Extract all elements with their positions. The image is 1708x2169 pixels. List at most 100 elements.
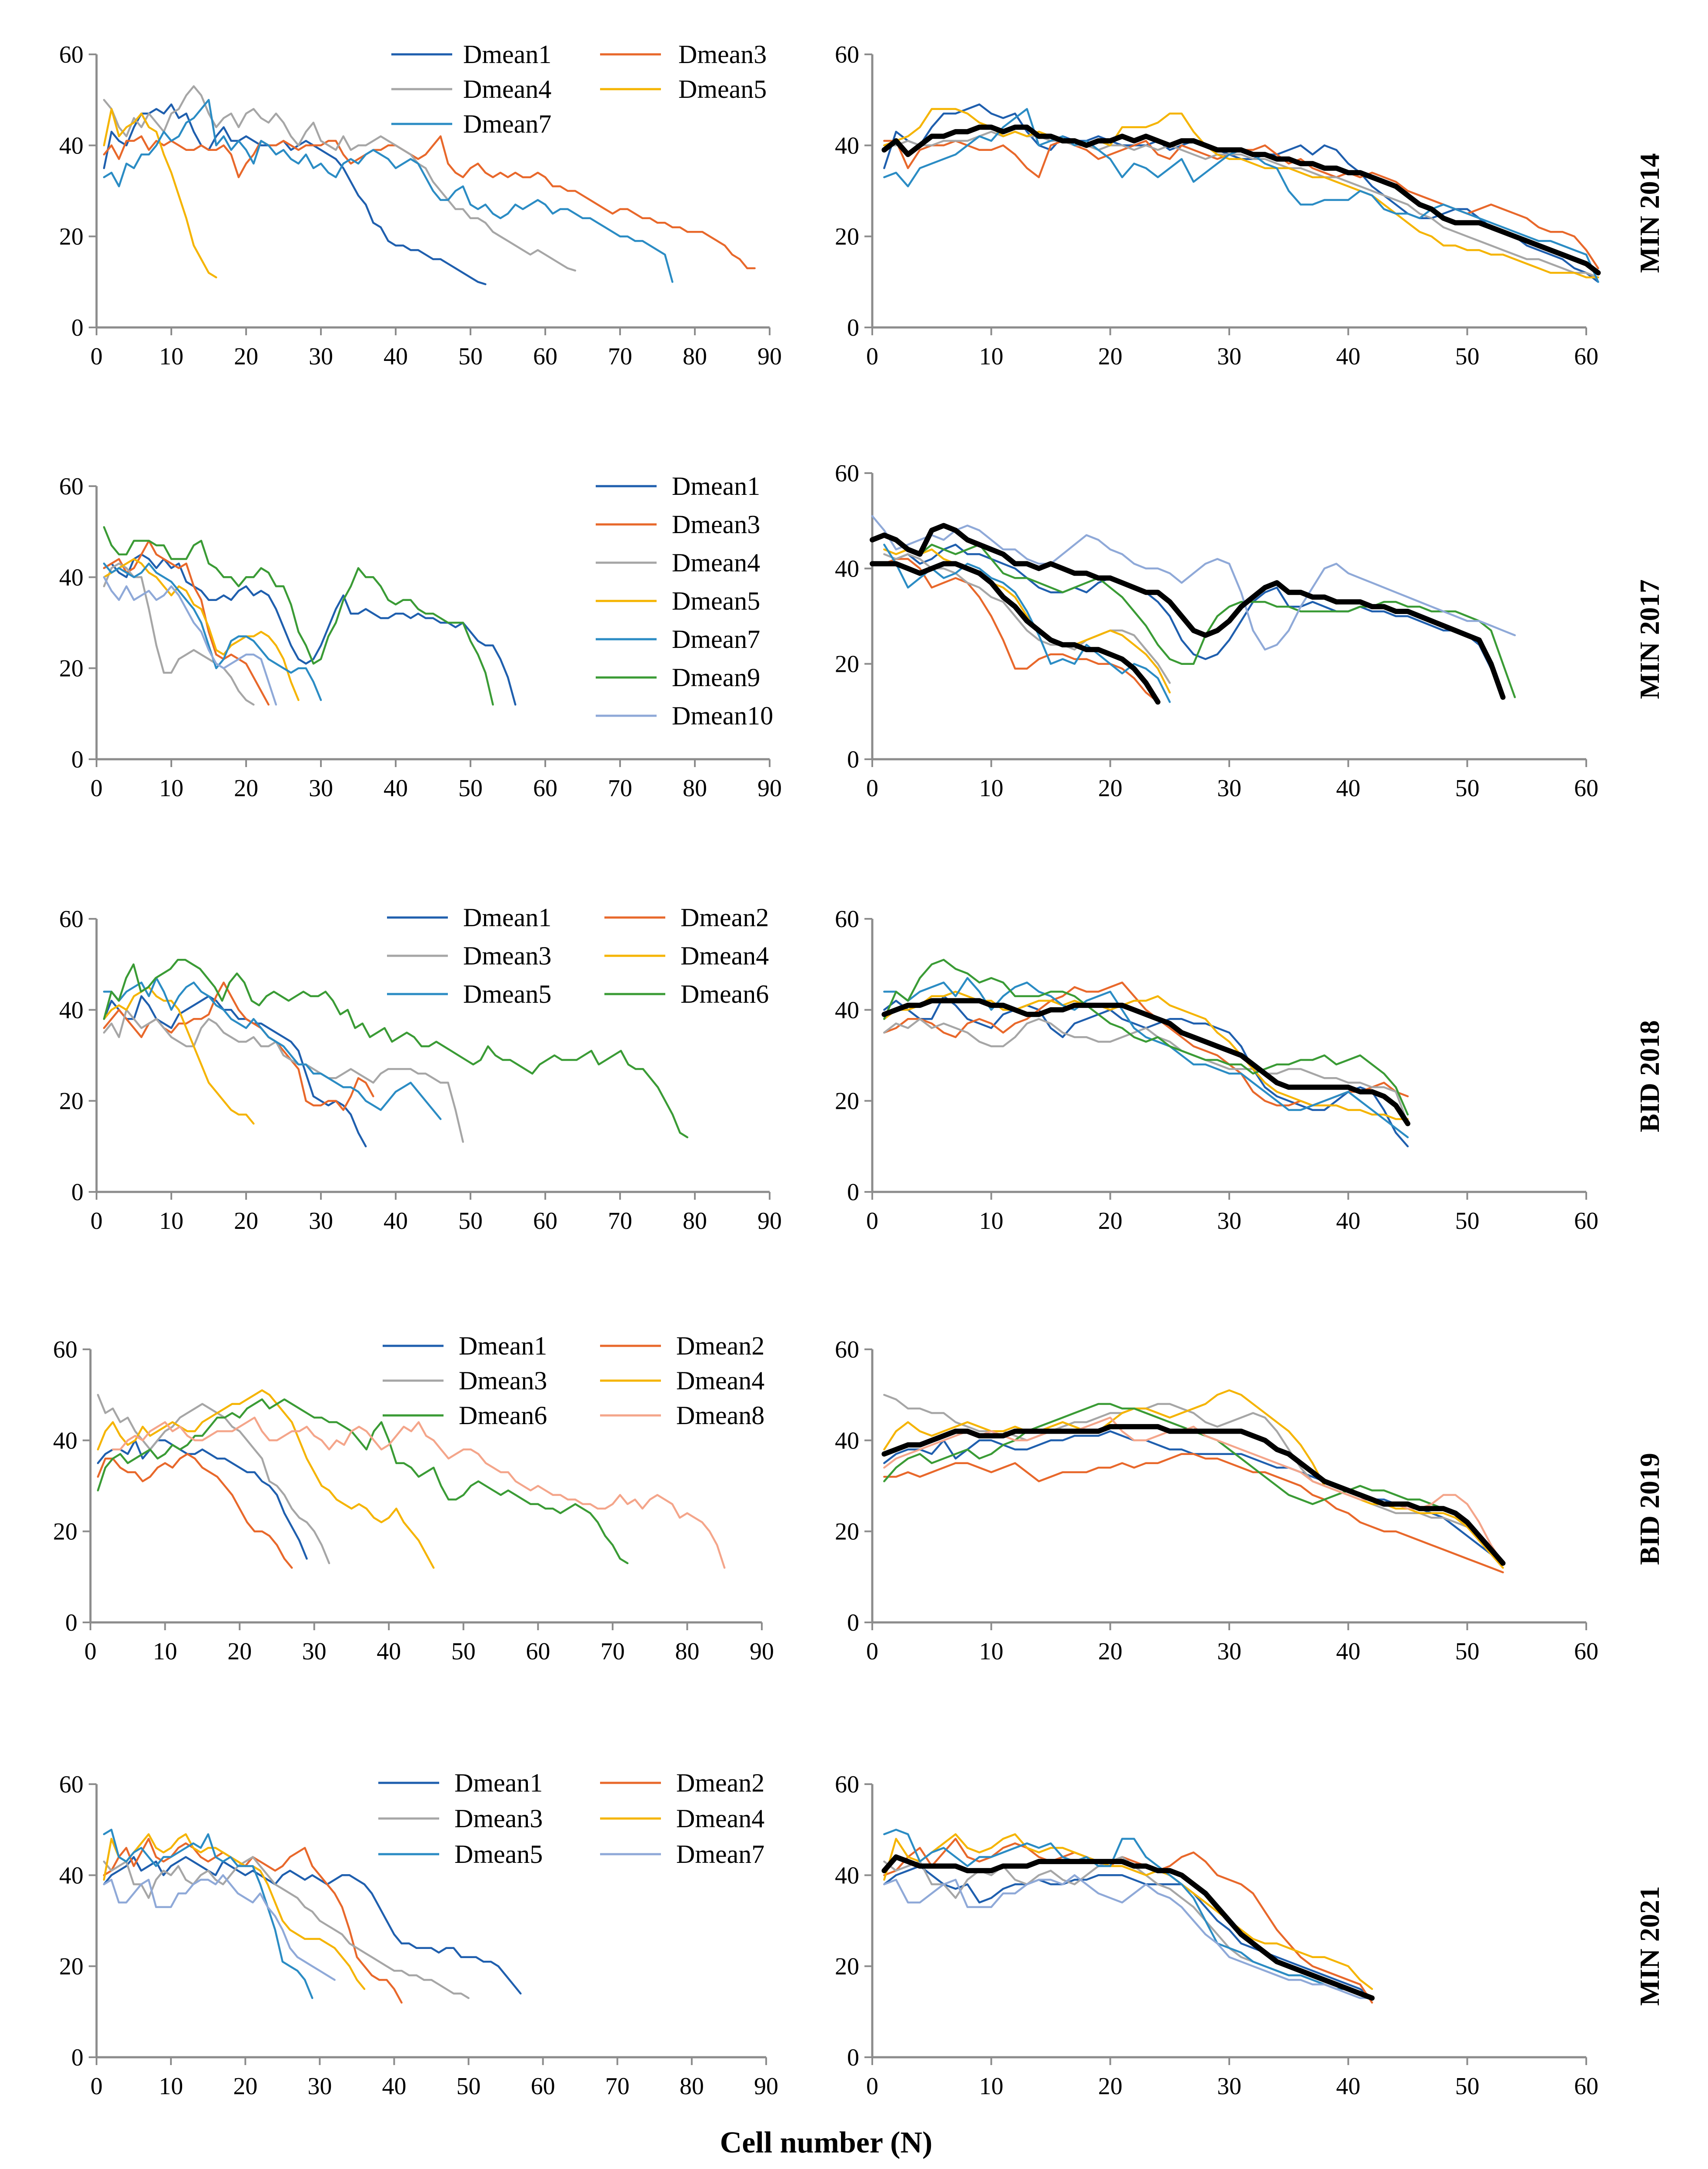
series-line-dmean9 — [883, 534, 1516, 698]
series-line-dmean4 — [883, 1833, 1373, 1990]
legend-label: Dmean1 — [672, 472, 760, 501]
x-tick-label: 60 — [533, 775, 557, 802]
x-tick-label: 20 — [234, 343, 258, 370]
row-label-min2017: MIN 2017 — [1634, 579, 1665, 699]
y-tick-label: 60 — [835, 1771, 859, 1798]
legend: Dmean1 Dmean3 Dmean4 Dmean5 Dmean7 Dmean9 Dmea… — [596, 472, 773, 730]
x-tick-label: 60 — [1574, 1208, 1598, 1235]
chart-min2021-right: 0 20 40 60 0 10 20 30 40 50 60 — [835, 1771, 1598, 2100]
x-tick-label: 20 — [234, 1208, 258, 1235]
y-tick-label: 0 — [65, 1609, 77, 1636]
series-line-dmean4 — [103, 85, 577, 272]
x-tick-label: 10 — [979, 2073, 1004, 2100]
series-line-mean — [881, 998, 1411, 1126]
series-line-dmean10 — [103, 576, 277, 706]
series-line-dmean1 — [883, 544, 1504, 698]
legend: Dmean1 Dmean3 Dmean4 Dmean5 Dmean7 — [391, 40, 767, 138]
y-tick-label: 20 — [59, 224, 83, 250]
legend-label: Dmean1 — [459, 1331, 547, 1360]
x-tick-label: 30 — [307, 2073, 332, 2100]
legend-label: Dmean5 — [678, 75, 767, 103]
series-line-dmean4 — [883, 991, 1409, 1120]
series-line-mean — [881, 1854, 1375, 2001]
legend-label: Dmean1 — [463, 40, 551, 69]
y-tick-label: 20 — [59, 655, 83, 682]
x-tick-label: 60 — [526, 1638, 550, 1665]
x-tick-label: 20 — [233, 2073, 257, 2100]
series-line-dmean1 — [103, 1856, 522, 1995]
series-line-dmean5 — [883, 108, 1599, 279]
series-line-dmean7 — [883, 1874, 1373, 1999]
y-tick-label: 40 — [835, 1862, 859, 1889]
x-tick-label: 20 — [1098, 775, 1122, 802]
y-tick-label: 0 — [847, 746, 859, 773]
x-tick-label: 80 — [683, 775, 707, 802]
x-tick-label: 60 — [1574, 2073, 1598, 2100]
y-tick-label: 40 — [59, 564, 83, 591]
x-tick-label: 10 — [979, 775, 1004, 802]
y-tick-label: 0 — [71, 314, 83, 341]
x-tick-label: 10 — [979, 1208, 1004, 1235]
x-tick-label: 30 — [1217, 1638, 1241, 1665]
x-tick-label: 40 — [384, 1208, 408, 1235]
y-tick-label: 60 — [835, 41, 859, 68]
row-label-bid2018: BID 2018 — [1634, 1020, 1665, 1132]
x-tick-label: 20 — [1098, 343, 1122, 370]
x-tick-label: 50 — [458, 343, 483, 370]
x-tick-label: 30 — [309, 775, 333, 802]
legend-label: Dmean4 — [463, 75, 551, 103]
x-tick-label: 50 — [1455, 1208, 1479, 1235]
legend-label: Dmean1 — [454, 1769, 543, 1797]
x-tick-label: 60 — [533, 1208, 557, 1235]
x-tick-label: 10 — [979, 1638, 1004, 1665]
x-tick-label: 50 — [1455, 343, 1479, 370]
x-tick-label: 20 — [234, 775, 258, 802]
x-tick-label: 40 — [384, 775, 408, 802]
x-tick-label: 50 — [1455, 775, 1479, 802]
series-line-dmean5 — [103, 1829, 314, 1999]
x-tick-label: 0 — [866, 2073, 878, 2100]
x-tick-label: 40 — [1336, 1638, 1361, 1665]
x-tick-label: 60 — [1574, 1638, 1598, 1665]
x-tick-label: 30 — [309, 343, 333, 370]
x-tick-label: 90 — [754, 2073, 778, 2100]
y-tick-label: 20 — [59, 1088, 83, 1115]
series-line-dmean3 — [883, 1018, 1409, 1125]
x-tick-label: 10 — [159, 343, 183, 370]
legend-label: Dmean5 — [454, 1840, 543, 1869]
legend-label: Dmean6 — [459, 1401, 547, 1430]
y-tick-label: 20 — [835, 224, 859, 250]
series-line-dmean2 — [97, 1453, 293, 1569]
legend-label: Dmean5 — [672, 587, 760, 615]
x-tick-label: 60 — [533, 343, 557, 370]
series-line-dmean6 — [103, 958, 689, 1138]
x-tick-label: 0 — [90, 343, 103, 370]
series-line-mean — [881, 124, 1601, 276]
y-tick-label: 0 — [71, 2044, 83, 2071]
y-tick-label: 20 — [835, 1518, 859, 1545]
y-tick-label: 60 — [53, 1336, 77, 1363]
x-tick-label: 50 — [1455, 2073, 1479, 2100]
y-tick-label: 40 — [835, 555, 859, 582]
x-tick-label: 30 — [1217, 1208, 1241, 1235]
y-tick-label: 0 — [847, 2044, 859, 2071]
x-tick-label: 90 — [757, 1208, 782, 1235]
series-line-dmean5 — [883, 977, 1409, 1138]
legend-label: Dmean3 — [672, 510, 760, 539]
y-tick-label: 60 — [835, 460, 859, 487]
x-tick-label: 10 — [979, 343, 1004, 370]
x-tick-label: 50 — [1455, 1638, 1479, 1665]
y-tick-label: 20 — [835, 1953, 859, 1980]
y-tick-label: 40 — [59, 1862, 83, 1889]
chart-min2014-right: 0 20 40 60 0 10 20 30 40 50 60 — [835, 41, 1601, 370]
x-tick-label: 30 — [1217, 343, 1241, 370]
y-tick-label: 40 — [59, 997, 83, 1024]
series-line-mean — [870, 523, 1506, 700]
series-line-dmean4 — [103, 1833, 366, 1990]
legend-label: Dmean2 — [676, 1769, 764, 1797]
legend-label: Dmean8 — [676, 1401, 764, 1430]
